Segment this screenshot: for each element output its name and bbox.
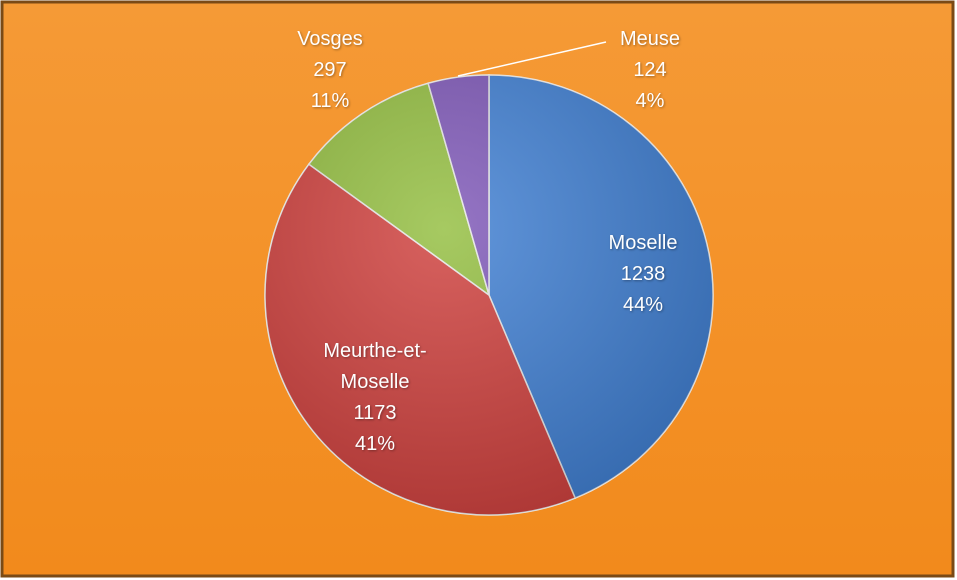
label-percent: 4% — [635, 90, 665, 112]
label-name: Meuse — [619, 28, 681, 50]
label-percent: 41% — [354, 433, 396, 455]
label-name: Vosges — [297, 28, 363, 50]
label-name: Meurthe-et-Moselle — [323, 340, 427, 393]
label-name: Moselle — [608, 232, 678, 254]
label-value: 124 — [633, 59, 667, 81]
label-value: 1238 — [620, 263, 666, 285]
data-label: Meurthe-et-Moselle 1173 41% — [300, 336, 450, 460]
leader-line — [457, 41, 607, 77]
data-label: Meuse 124 4% — [590, 24, 710, 117]
data-label: Vosges 297 11% — [270, 24, 390, 117]
label-value: 297 — [313, 59, 347, 81]
label-percent: 44% — [622, 294, 664, 316]
data-label: Moselle 1238 44% — [573, 228, 713, 321]
label-percent: 11% — [310, 90, 350, 112]
label-value: 1173 — [353, 402, 397, 424]
